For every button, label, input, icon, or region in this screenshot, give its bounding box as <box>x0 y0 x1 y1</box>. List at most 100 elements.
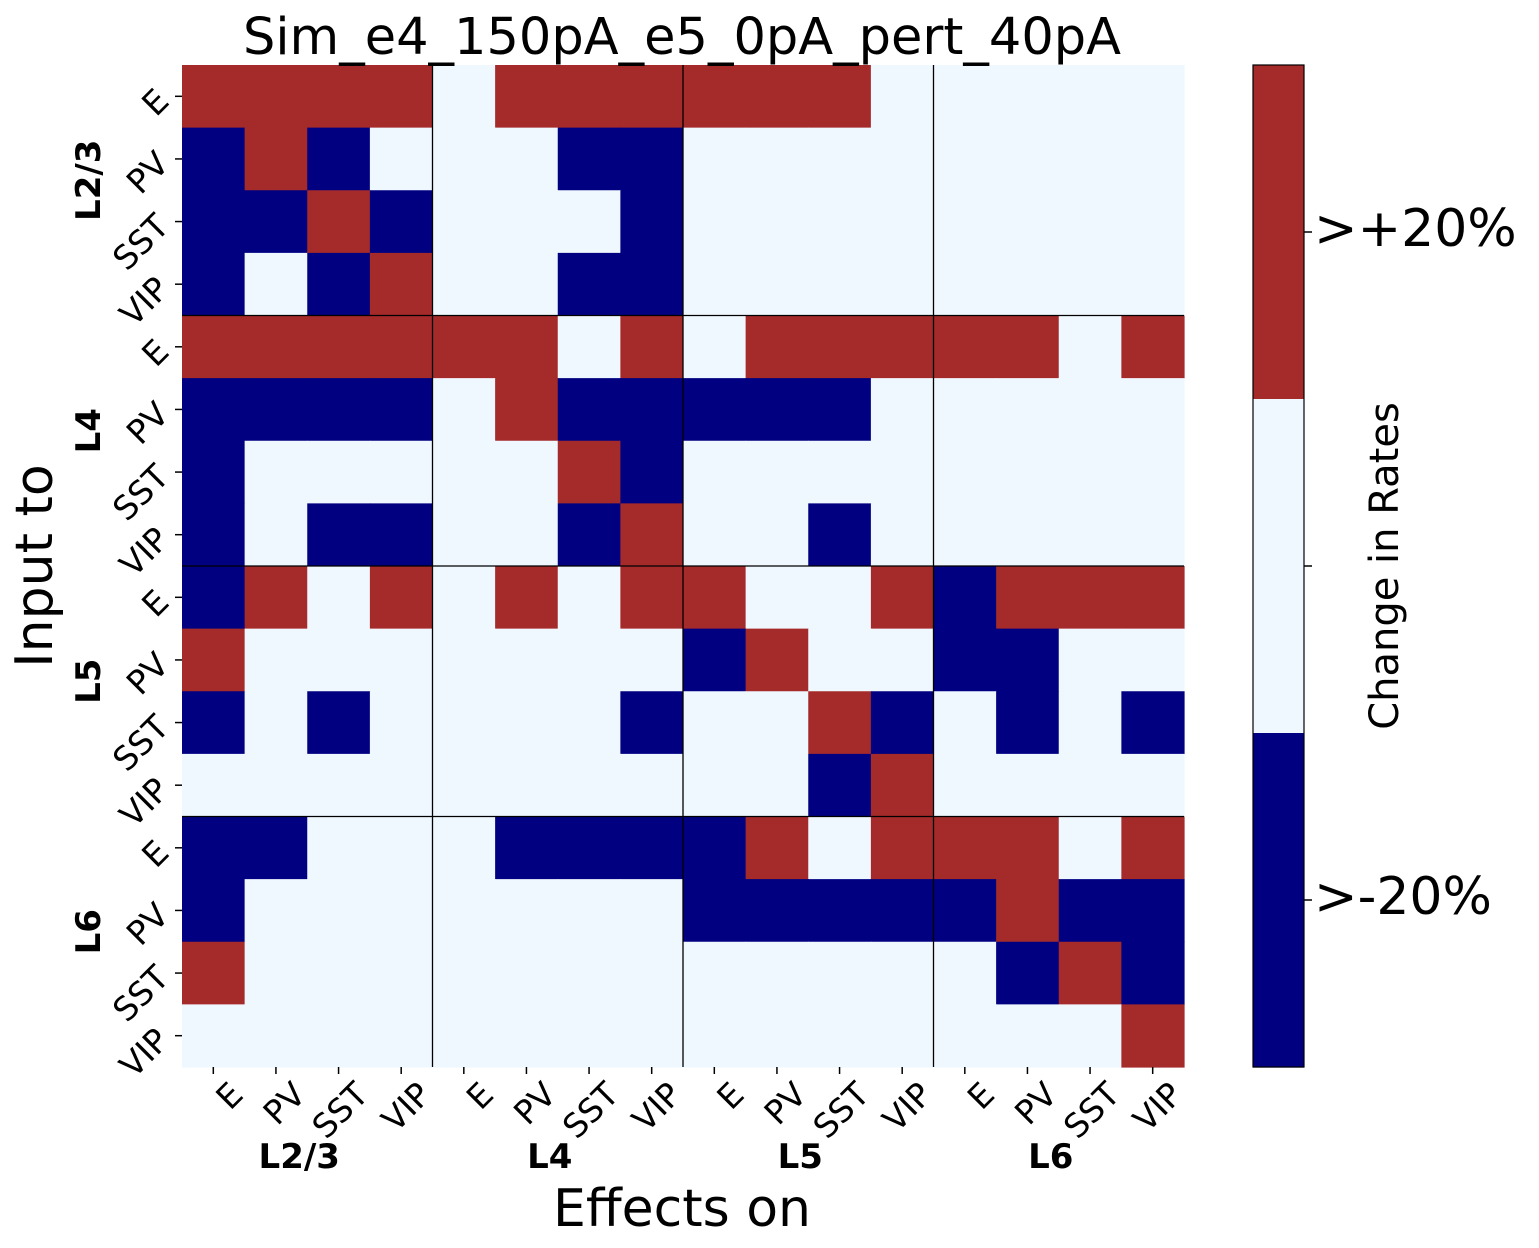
heatmap-cell <box>996 879 1060 943</box>
heatmap-cell <box>870 440 935 504</box>
heatmap-cell <box>808 190 872 254</box>
heatmap-cell <box>620 879 684 943</box>
heatmap-cell <box>1121 816 1185 880</box>
heatmap-cell <box>495 503 559 567</box>
colorbar-segment <box>1253 65 1304 400</box>
heatmap-cell <box>1121 879 1185 943</box>
x-tick-label: E <box>960 1075 1002 1117</box>
heatmap-cell <box>495 566 559 630</box>
heatmap-cell <box>1121 315 1185 379</box>
heatmap-cell <box>870 879 935 943</box>
heatmap-cell <box>495 628 559 692</box>
heatmap-cell <box>369 127 434 191</box>
heatmap-cell <box>808 628 872 692</box>
y-layer-label: L5 <box>69 659 109 704</box>
heatmap-cell <box>808 941 872 1005</box>
heatmap-cell <box>1121 1004 1185 1068</box>
heatmap-cell <box>870 190 935 254</box>
heatmap-cell <box>244 691 308 755</box>
heatmap-cell <box>683 816 747 880</box>
heatmap-cell <box>1058 879 1122 943</box>
heatmap-cell <box>557 566 621 630</box>
heatmap-cell <box>557 65 621 129</box>
heatmap-cell <box>307 1004 371 1068</box>
heatmap-cell <box>369 252 434 317</box>
heatmap-cell <box>620 753 684 818</box>
heatmap-cell <box>307 691 371 755</box>
heatmap-cell <box>1058 1004 1122 1068</box>
heatmap-cell <box>307 816 371 880</box>
heatmap-cell <box>495 753 559 818</box>
heatmap-cell <box>933 691 997 755</box>
heatmap-cell <box>683 691 747 755</box>
heatmap-cell <box>1121 190 1185 254</box>
heatmap-cell <box>432 816 496 880</box>
heatmap-cell <box>182 941 246 1005</box>
heatmap-cell <box>1058 65 1122 129</box>
heatmap-cell <box>244 190 308 254</box>
heatmap-cell <box>996 315 1060 379</box>
heatmap-cell <box>307 503 371 567</box>
heatmap-cell <box>870 941 935 1005</box>
y-tick-label: SST <box>105 707 177 779</box>
heatmap-cell <box>495 65 559 129</box>
heatmap-cell <box>1058 753 1122 818</box>
heatmap-cell <box>933 127 997 191</box>
heatmap-cell <box>307 315 371 379</box>
heatmap-cell <box>182 816 246 880</box>
heatmap-cell <box>182 315 246 379</box>
heatmap-cell <box>432 941 496 1005</box>
heatmap-cell <box>870 566 935 630</box>
heatmap-cell <box>620 252 684 317</box>
heatmap-cell <box>432 440 496 504</box>
heatmap-cell <box>870 628 935 692</box>
heatmap-cell <box>557 440 621 504</box>
heatmap-cell <box>307 127 371 191</box>
x-tick-label: VIP <box>875 1075 940 1140</box>
heatmap-cell <box>745 628 809 692</box>
heatmap-cell <box>870 378 935 442</box>
heatmap-cell <box>933 816 997 880</box>
heatmap-cell <box>745 378 809 442</box>
heatmap-cell <box>557 190 621 254</box>
heatmap-cell <box>933 315 997 379</box>
heatmap-cell <box>244 879 308 943</box>
heatmap-cell <box>870 65 935 129</box>
heatmap-cell <box>369 65 434 129</box>
x-tick-label: VIP <box>624 1075 689 1140</box>
x-tick-label: PV <box>1007 1074 1065 1132</box>
heatmap-cell <box>369 879 434 943</box>
heatmap-cell <box>870 252 935 317</box>
heatmap-cell <box>620 190 684 254</box>
x-tick-label: SST <box>805 1074 877 1146</box>
heatmap-cell <box>996 816 1060 880</box>
heatmap-cell <box>808 691 872 755</box>
x-tick-label: PV <box>506 1074 564 1132</box>
heatmap-cell <box>1058 252 1122 317</box>
heatmap-cell <box>244 440 308 504</box>
heatmap-cell <box>683 378 747 442</box>
heatmap-cell <box>432 252 496 317</box>
heatmap-cell <box>557 816 621 880</box>
x-tick-label: E <box>459 1075 501 1117</box>
heatmap-cell <box>1121 753 1185 818</box>
heatmap-cell <box>808 503 872 567</box>
heatmap-cell <box>495 879 559 943</box>
heatmap-cell <box>182 503 246 567</box>
heatmap-cell <box>996 566 1060 630</box>
heatmap-cell <box>683 65 747 129</box>
heatmap-cell <box>1058 816 1122 880</box>
heatmap-cell <box>432 503 496 567</box>
heatmap-cell <box>1058 190 1122 254</box>
y-tick-label: SST <box>105 456 177 528</box>
heatmap-cell <box>1121 127 1185 191</box>
heatmap-cell <box>933 440 997 504</box>
heatmap-cell <box>557 252 621 317</box>
heatmap-cell <box>307 628 371 692</box>
heatmap-cell <box>557 1004 621 1068</box>
heatmap-cell <box>244 941 308 1005</box>
heatmap-cell <box>369 691 434 755</box>
